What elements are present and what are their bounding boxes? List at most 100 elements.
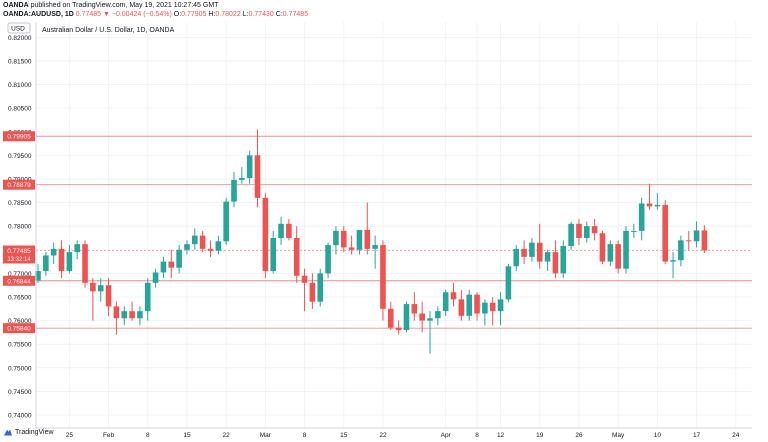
x-tick-label: 15 <box>340 432 348 439</box>
candle-body <box>670 260 676 262</box>
x-tick-label: May <box>612 432 625 439</box>
candle <box>207 240 214 257</box>
x-tick-label: 8 <box>146 432 150 439</box>
candle-body <box>90 282 96 292</box>
candle-body <box>623 230 629 269</box>
candle-body <box>497 299 504 312</box>
candle-body <box>685 240 692 242</box>
publish-details: published on TradingView.com, May 19, 20… <box>28 2 219 9</box>
candle <box>450 282 457 307</box>
open-value: 0.77905 <box>181 11 207 18</box>
candle-body <box>223 201 229 242</box>
candle-body <box>615 244 621 269</box>
candle <box>552 240 559 279</box>
candle-body <box>536 242 543 262</box>
candle <box>74 240 80 260</box>
candle <box>246 150 253 184</box>
candle <box>388 301 394 331</box>
candle <box>58 240 65 279</box>
candle <box>199 230 206 253</box>
candle <box>176 245 182 274</box>
candle <box>278 216 284 246</box>
candle-body <box>168 261 175 268</box>
candle-body <box>66 252 73 272</box>
candle <box>325 242 331 279</box>
candle-body <box>701 230 708 251</box>
candle-body <box>333 230 339 246</box>
candle <box>505 263 512 302</box>
candle-body <box>450 292 457 300</box>
candle <box>144 278 151 321</box>
high-value: 0.78022 <box>215 11 241 18</box>
candle-body <box>199 235 206 249</box>
candle-body <box>505 266 512 300</box>
candle <box>513 245 520 272</box>
current-price-label: 0.77485 <box>7 248 31 255</box>
candle <box>380 240 386 321</box>
candle-body <box>160 261 167 273</box>
price-line-label: 0.79905 <box>7 134 31 141</box>
candle <box>482 299 488 326</box>
x-tick-label: Mar <box>260 432 272 439</box>
candle <box>442 289 449 316</box>
y-tick-label: 0.77000 <box>8 271 32 278</box>
candle <box>152 268 159 288</box>
y-tick-label: 0.81000 <box>8 82 32 89</box>
candle <box>544 249 551 272</box>
candle <box>489 296 496 326</box>
candle-body <box>74 244 80 253</box>
x-tick-label: 8 <box>475 432 479 439</box>
x-tick-label: 19 <box>536 432 544 439</box>
candle-body <box>129 311 135 319</box>
candle-body <box>192 235 198 245</box>
candle <box>286 219 292 241</box>
candle-body <box>662 204 668 262</box>
candle-body <box>395 327 402 331</box>
candle-body <box>638 203 645 231</box>
candle <box>584 221 590 243</box>
y-tick-label: 0.78500 <box>8 200 32 207</box>
price-line-label-bg <box>3 323 35 334</box>
plot-area[interactable] <box>36 22 752 428</box>
candle <box>270 230 276 274</box>
x-tick-label: 15 <box>183 432 191 439</box>
candle-body <box>50 248 57 256</box>
candle <box>168 249 175 279</box>
candle <box>129 301 135 321</box>
candle <box>474 292 480 321</box>
candle-body <box>43 255 49 272</box>
candle <box>411 292 418 321</box>
candle <box>497 292 504 326</box>
y-tick-label: 0.76500 <box>8 294 32 301</box>
candle <box>372 235 378 269</box>
candle-body <box>35 271 41 281</box>
x-axis-ticks: 25 Feb 8 15 22 Mar 8 15 22 Apr 8 12 19 26 May 10 17 24 <box>66 432 740 439</box>
candle <box>113 301 120 335</box>
candle <box>254 129 261 208</box>
candle-body <box>113 306 120 319</box>
candle <box>521 240 527 264</box>
y-tick-label: 0.75500 <box>8 342 32 349</box>
candle-body <box>270 237 276 272</box>
footer-brand[interactable]: TradingView <box>4 429 54 436</box>
candle <box>50 242 57 264</box>
candle <box>43 252 49 276</box>
candle <box>121 306 128 326</box>
candle-body <box>184 244 190 250</box>
currency-badge[interactable]: USD <box>7 22 31 34</box>
candle <box>395 320 402 335</box>
price-line-label-bg <box>3 275 35 286</box>
candle <box>160 256 167 279</box>
candle-body <box>607 244 614 262</box>
candle-body <box>215 241 222 251</box>
price-line-label-bg <box>3 179 35 190</box>
current-price-label-bg <box>3 245 35 264</box>
high-label: H: <box>208 11 216 18</box>
x-tick-label: 22 <box>379 432 387 439</box>
x-tick-label: 10 <box>654 432 662 439</box>
candle-body <box>427 318 433 321</box>
x-tick-label: 25 <box>66 432 74 439</box>
candle <box>262 193 269 279</box>
candle <box>82 240 88 288</box>
